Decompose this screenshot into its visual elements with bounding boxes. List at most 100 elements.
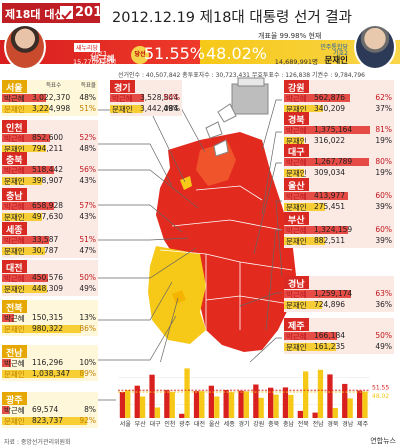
region-candidate-percent: 49% <box>163 104 180 113</box>
region-candidate-name: 문재인 <box>4 145 25 154</box>
region-candidate-percent: 51% <box>79 235 96 244</box>
region-candidate-votes: 1,259,174 <box>314 289 353 298</box>
elected-badge: 당선 <box>131 46 149 64</box>
region-candidate-name: 박근혜 <box>286 192 307 201</box>
region-candidate-name: 문재인 <box>4 177 25 186</box>
region-candidate-percent: 48% <box>79 93 96 102</box>
region-row-candidate1: 박근혜 116,296 10% <box>2 358 98 368</box>
chart-category-label: 충북 <box>268 420 280 428</box>
chart-bar-제주-문재인 <box>362 391 368 418</box>
region-name: 대전 <box>2 260 27 274</box>
region-candidate-percent: 8% <box>84 405 96 414</box>
region-share-bar <box>2 370 84 378</box>
region-candidate-name: 박근혜 <box>286 332 307 341</box>
region-candidate-percent: 56% <box>79 165 96 174</box>
chart-bars <box>119 368 368 419</box>
region-share-bar <box>2 274 48 282</box>
region-candidate-percent: 47% <box>79 246 96 255</box>
region-candidate-votes: 980,322 <box>32 324 64 333</box>
map-region-gwangju <box>172 290 186 304</box>
region-row-candidate1: 박근혜 1,259,174 63% <box>284 289 394 299</box>
region-box-0: 서울 득표수 득표율 박근혜 3,022,370 48% 문재인 3,224,998 51% <box>2 80 98 116</box>
region-candidate-name: 박근혜 <box>4 274 25 283</box>
region-candidate-votes: 562,876 <box>314 93 346 102</box>
region-box-1: 경기 박근혜 3,528,844 50% 문재인 3,442,084 49% <box>110 80 182 116</box>
region-share-bar <box>284 105 324 113</box>
region-name: 충북 <box>2 152 27 166</box>
region-candidate-name: 문재인 <box>286 105 307 114</box>
edition-year: 2012 <box>75 5 112 20</box>
chart-bar-대구-문재인 <box>154 407 161 418</box>
region-candidate-name: 박근혜 <box>4 166 25 175</box>
chart-reference-label: 51.55 <box>372 385 389 392</box>
region-candidate-name: 박근혜 <box>4 314 25 323</box>
region-share-bar <box>2 314 14 322</box>
region-candidate-name: 문재인 <box>4 370 25 379</box>
region-candidate-votes: 340,209 <box>314 104 346 113</box>
chart-bar-전남-문재인 <box>317 369 324 418</box>
turnout-summary: 선거인수 : 40,507,842 총투표자수 : 30,723,431 무효투… <box>118 72 365 79</box>
region-candidate-name: 문재인 <box>286 169 307 178</box>
chart-bar-인천-박근혜 <box>164 390 170 418</box>
region-share-bar <box>2 134 50 142</box>
chart-bar-전남-박근혜 <box>312 412 318 418</box>
region-share-bar <box>284 158 369 166</box>
region-row-candidate2: 문재인 724,896 36% <box>284 300 394 310</box>
edition-tag: 제18대 대선 2012 <box>2 3 111 23</box>
chart-bar-대전-문재인 <box>199 391 205 418</box>
candidate2-photo <box>354 24 396 70</box>
chart-bar-충북-박근혜 <box>268 387 274 418</box>
chart-bar-울산-박근혜 <box>208 385 214 418</box>
chart-bar-대전-박근혜 <box>193 391 200 418</box>
chart-bar-광주-박근혜 <box>179 413 185 418</box>
chart-bar-울산-문재인 <box>214 396 220 418</box>
region-row-candidate1: 박근혜 658,928 57% <box>2 201 98 211</box>
source-note: 자료 : 중앙선거관리위원회 <box>4 439 71 446</box>
region-candidate-name: 박근혜 <box>286 94 307 103</box>
region-row-candidate2: 문재인 3,224,998 51% <box>2 104 98 114</box>
region-row-candidate2: 문재인 30,787 47% <box>2 246 98 256</box>
region-row-candidate1: 박근혜 3,022,370 48% <box>2 93 98 103</box>
region-row-candidate2: 문재인 823,737 92% <box>2 416 98 426</box>
region-name: 광주 <box>2 392 27 406</box>
chart-bar-경남-문재인 <box>347 398 353 418</box>
candidate2-votes: 14,689,991명 <box>274 58 318 66</box>
region-share-bar <box>2 166 54 174</box>
region-share-bar <box>284 169 305 177</box>
region-candidate-votes: 823,737 <box>32 416 64 425</box>
region-candidate-name: 문재인 <box>112 105 133 114</box>
region-share-bar <box>2 359 12 367</box>
region-candidate-name: 문재인 <box>4 105 25 114</box>
region-candidate-votes: 497,630 <box>32 212 64 221</box>
region-share-bar <box>2 94 47 102</box>
candidate2-percent: 48.02% <box>206 44 268 63</box>
ballot-check-icon <box>60 6 73 20</box>
region-candidate-name: 문재인 <box>4 213 25 222</box>
region-box-11: 대전 박근혜 450,576 50% 문재인 448,309 49% <box>2 260 98 296</box>
region-candidate-votes: 275,451 <box>314 202 346 211</box>
region-row-candidate2: 문재인 161,235 49% <box>284 342 394 352</box>
region-share-bar <box>2 325 82 333</box>
region-candidate-percent: 39% <box>375 236 392 245</box>
region-candidate-votes: 1,324,159 <box>314 225 353 234</box>
chart-bar-인천-문재인 <box>169 392 175 418</box>
chart-bar-서울-문재인 <box>125 390 131 418</box>
chart-category-label: 전북 <box>298 420 310 428</box>
region-candidate-percent: 19% <box>375 136 392 145</box>
region-candidate-percent: 81% <box>375 125 392 134</box>
region-candidate-votes: 3,442,084 <box>140 104 179 113</box>
chart-bar-부산-문재인 <box>139 396 146 418</box>
chart-category-label: 울산 <box>209 420 221 428</box>
chart-bar-충남-박근혜 <box>282 387 289 418</box>
region-candidate-percent: 10% <box>79 358 96 367</box>
region-candidate-percent: 39% <box>375 202 392 211</box>
chart-bar-강원-문재인 <box>258 397 264 419</box>
region-name: 서울 <box>2 80 27 94</box>
region-box-3: 인천 박근혜 852,600 52% 문재인 794,211 48% <box>2 120 98 156</box>
region-share-bar <box>110 105 144 113</box>
region-candidate-votes: 852,600 <box>32 133 64 142</box>
region-name: 경북 <box>284 112 309 126</box>
region-candidate-name: 박근혜 <box>4 94 25 103</box>
chart-bar-제주-박근혜 <box>357 390 363 418</box>
